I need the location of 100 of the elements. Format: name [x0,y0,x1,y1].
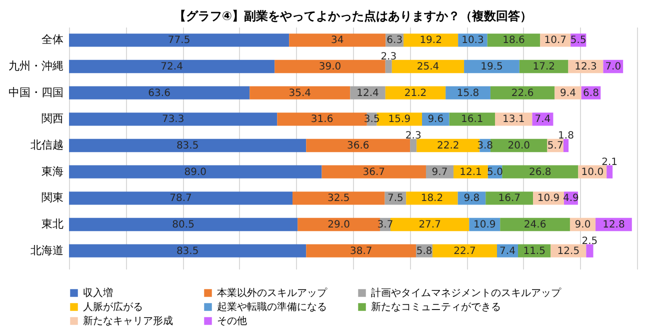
legend-label: 新たなキャリア形成 [83,315,173,327]
data-label: 17.2 [532,62,555,72]
data-label: 18.6 [502,35,525,46]
bar [449,112,495,126]
data-label: 29.0 [328,220,350,230]
data-label: 12.4 [356,88,379,99]
data-label: 22.2 [437,140,460,152]
y-tick-label: 関西 [42,112,64,126]
data-label: 9.0 [574,220,591,230]
bar [69,165,322,178]
data-label: 38.7 [350,246,372,257]
bar [519,60,568,74]
bar [306,138,410,152]
y-tick-label: 東海 [42,164,64,178]
legend-label: その他 [217,315,247,327]
data-label: 2.3 [405,130,422,142]
bar [69,138,306,152]
data-label: 80.5 [172,220,194,230]
data-label: 34 [331,35,344,46]
data-label: 16.7 [498,193,520,204]
bar [385,86,446,100]
data-label: 10.9 [474,220,496,230]
data-label: 24.6 [524,220,546,230]
bar [298,218,380,232]
data-label: 19.2 [420,35,442,46]
bar [500,218,570,232]
data-label: 25.4 [416,62,440,72]
bar [406,192,458,205]
legend-label: 収入増 [83,287,113,299]
y-tick-label: 関東 [42,191,64,204]
data-label: 15.8 [456,88,480,99]
bar [502,165,578,178]
bar [490,86,555,100]
data-label: 77.5 [168,35,190,46]
y-tick-label: 東北 [42,218,64,230]
data-label: 22.7 [454,246,476,257]
data-label: 10.9 [537,193,560,204]
y-tick-label: 北信越 [30,138,64,152]
data-label: 2.5 [582,236,598,247]
bar [69,244,306,258]
bar [464,60,520,74]
data-label: 6.3 [386,35,403,46]
y-tick-label: 北海道 [30,244,64,257]
data-label: 26.8 [529,166,552,178]
data-label: 10.7 [544,35,566,46]
bar [586,244,594,258]
data-label: 12.3 [574,62,597,72]
bar [404,34,458,47]
bar [563,138,569,152]
data-label: 72.4 [160,62,183,72]
y-tick-label: 中国・四国 [8,86,64,99]
data-label: 10.3 [462,35,484,46]
data-label: 9.6 [428,114,444,126]
bar [69,86,250,100]
bar [69,218,298,232]
bar [385,60,392,74]
y-tick-label: 全体 [42,33,64,46]
bar [606,165,613,178]
data-label: 2.1 [602,156,618,168]
data-label: 13.1 [502,114,525,126]
bar [292,192,385,205]
bar [69,192,293,205]
data-label: 9.8 [464,193,480,204]
data-label: 31.6 [310,114,334,126]
bar [486,192,534,205]
data-label: 16.1 [461,114,484,126]
legend-label: 新たなコミュニティができる [371,301,501,313]
data-label: 5.8 [416,246,432,257]
bar [289,34,386,47]
data-label: 2.3 [380,52,397,62]
data-label: 12.1 [460,166,482,178]
data-label: 19.5 [480,62,503,72]
data-label: 15.9 [388,114,411,126]
data-label: 5.5 [570,35,586,46]
data-label: 18.2 [420,193,444,204]
chart-title: 【グラフ④】副業をやってよかった点はありますか？（複数回答） [174,9,532,23]
data-label: 32.5 [328,193,350,204]
bar [495,112,532,126]
data-label: 10.0 [581,166,604,178]
data-label: 83.5 [176,246,199,257]
data-label: 5.7 [547,140,564,152]
data-label: 12.5 [557,246,580,257]
data-label: 20.0 [508,140,530,152]
data-label: 9.7 [432,166,448,178]
bar [487,34,540,47]
data-label: 73.3 [162,114,184,126]
legend-label: 起業や転職の準備になる [217,301,327,313]
data-label: 36.6 [346,140,370,152]
bar [69,112,278,126]
data-label: 7.5 [388,193,404,204]
data-label: 12.8 [602,220,625,230]
bar [274,60,386,74]
data-label: 7.4 [500,246,516,257]
bar [392,60,464,74]
data-label: 9.4 [560,88,576,99]
bar [432,244,497,258]
legend-label: 人脈が広がる [83,301,143,313]
bar [69,60,275,74]
data-label: 21.2 [404,88,427,99]
data-label: 1.8 [558,130,574,142]
